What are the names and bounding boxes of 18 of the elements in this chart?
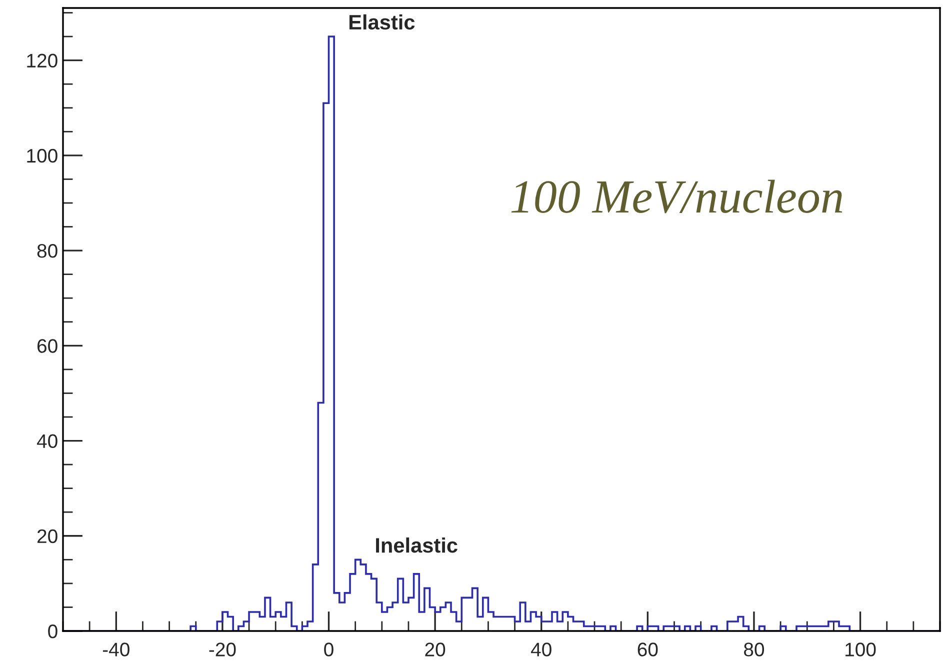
x-tick-label: -20 [209,642,236,656]
y-tick-label: 120 [27,54,58,68]
x-tick-label: 0 [324,642,334,656]
annotation: 100 MeV/nucleon [511,180,842,214]
y-tick-label: 40 [36,434,58,448]
x-tick-label: 100 [846,642,876,656]
annotation: Elastic [349,14,415,30]
y-tick-label: 60 [38,339,58,353]
x-tick-label: -40 [102,642,130,656]
annotation: Inelastic [376,537,458,553]
y-tick-label: 80 [37,244,58,258]
x-tick-label: 80 [744,642,764,656]
y-tick-label: 0 [48,624,58,638]
x-tick-label: 60 [638,642,658,656]
y-tick-label: 100 [27,148,58,163]
y-tick-label: 20 [37,529,58,544]
x-tick-label: 20 [425,642,446,656]
x-tick-label: 40 [530,642,552,656]
